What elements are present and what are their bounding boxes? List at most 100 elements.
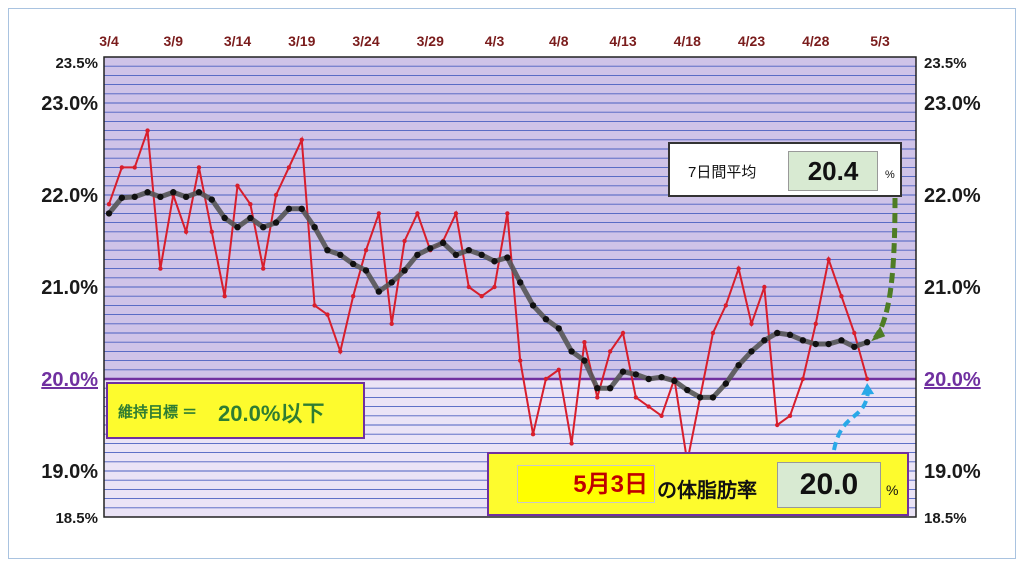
- average-point: [555, 325, 562, 332]
- daily-point: [479, 294, 484, 299]
- x-tick-label: 3/19: [288, 33, 315, 49]
- x-tick-label: 4/3: [485, 33, 505, 49]
- average-point: [285, 205, 293, 212]
- daily-point: [518, 358, 523, 363]
- daily-point: [350, 294, 356, 299]
- body-fat-unit: %: [886, 482, 899, 498]
- y-tick-label-left: 19.0%: [41, 461, 98, 483]
- daily-point: [402, 238, 407, 244]
- average-point: [157, 193, 164, 201]
- average-point: [221, 214, 228, 222]
- daily-point: [826, 257, 831, 262]
- average-point: [131, 193, 138, 201]
- body-fat-label: の体脂肪率: [657, 480, 757, 502]
- daily-line: [108, 130, 869, 462]
- y-tick-label-right: 22.0%: [924, 185, 981, 207]
- x-tick-label: 3/4: [99, 33, 119, 49]
- average-point: [594, 385, 601, 392]
- x-tick-label: 3/9: [164, 33, 184, 49]
- average-point: [337, 251, 344, 258]
- average-point: [542, 316, 550, 323]
- goal-value: 20.0%以下: [218, 401, 325, 426]
- daily-point: [839, 294, 844, 299]
- x-tick-label: 4/28: [802, 33, 829, 49]
- average-point: [465, 247, 472, 254]
- daily-point: [749, 321, 754, 326]
- body-fat-box: 5月3日 の体脂肪率 20.0 %: [487, 452, 909, 516]
- average-point: [504, 254, 511, 261]
- average-point: [671, 377, 678, 385]
- daily-point: [569, 441, 574, 446]
- average-point: [427, 245, 434, 252]
- average-point: [748, 348, 755, 355]
- daily-point: [852, 330, 857, 336]
- average-point: [401, 267, 408, 274]
- average-point: [260, 224, 267, 231]
- daily-point: [864, 376, 870, 382]
- average-point: [619, 368, 627, 375]
- daily-point: [736, 266, 741, 271]
- daily-point: [556, 367, 561, 372]
- daily-point: [119, 165, 125, 170]
- x-tick-label: 5/3: [870, 33, 890, 49]
- daily-point: [196, 165, 202, 170]
- y-tick-label-left: 18.5%: [55, 510, 98, 527]
- average-point: [581, 357, 588, 364]
- average-point: [298, 205, 305, 212]
- average-point: [491, 258, 498, 265]
- y-tick-label-left: 23.5%: [55, 55, 98, 72]
- daily-point: [209, 229, 214, 234]
- plot-area-upper: [104, 57, 916, 379]
- average-point: [517, 279, 524, 286]
- daily-point: [222, 294, 227, 299]
- average-point: [388, 279, 395, 286]
- average-point: [234, 224, 241, 231]
- average-point: [851, 343, 858, 350]
- daily-point: [505, 211, 510, 216]
- average-point: [118, 194, 126, 201]
- average-point: [825, 340, 832, 348]
- average-point: [812, 340, 819, 348]
- average-point: [774, 329, 781, 337]
- daily-point: [543, 376, 549, 382]
- y-tick-label-left: 22.0%: [41, 185, 98, 207]
- y-tick-label-right: 19.0%: [924, 461, 981, 483]
- average-point: [170, 189, 177, 196]
- x-tick-label: 4/18: [674, 33, 701, 49]
- average-point: [568, 348, 575, 355]
- daily-point: [338, 349, 343, 354]
- average-point: [863, 339, 871, 346]
- average-point: [838, 337, 845, 344]
- daily-point: [762, 284, 767, 290]
- daily-point: [132, 165, 137, 170]
- daily-point: [273, 192, 279, 198]
- average-point: [144, 189, 151, 196]
- average-point: [684, 386, 691, 394]
- average-point: [414, 251, 421, 258]
- body-fat-date: 5月3日: [517, 465, 655, 503]
- average-point: [182, 193, 190, 201]
- average-point: [195, 189, 203, 196]
- average-point: [452, 251, 460, 258]
- daily-point: [775, 422, 780, 428]
- average-point: [658, 373, 665, 381]
- daily-point: [325, 312, 330, 317]
- y-tick-label-right: 23.0%: [924, 93, 981, 115]
- average-point: [696, 394, 704, 401]
- average-point: [709, 394, 717, 401]
- daily-point: [235, 183, 240, 188]
- daily-arrowhead: [861, 383, 875, 395]
- average-point: [362, 267, 370, 274]
- average-point: [349, 260, 357, 268]
- y-tick-label-left: 20.0%: [41, 369, 98, 391]
- average-arrow: [873, 197, 898, 340]
- daily-point: [633, 395, 639, 400]
- average-point: [324, 247, 331, 254]
- average-point: [208, 196, 215, 203]
- daily-point: [813, 321, 818, 326]
- daily-point: [492, 284, 497, 290]
- y-tick-label-left: 21.0%: [41, 277, 98, 299]
- seven-day-average-box: 7日間平均 20.4 %: [668, 142, 902, 197]
- x-tick-label: 3/24: [352, 33, 379, 49]
- seven-day-average-unit: %: [885, 169, 895, 181]
